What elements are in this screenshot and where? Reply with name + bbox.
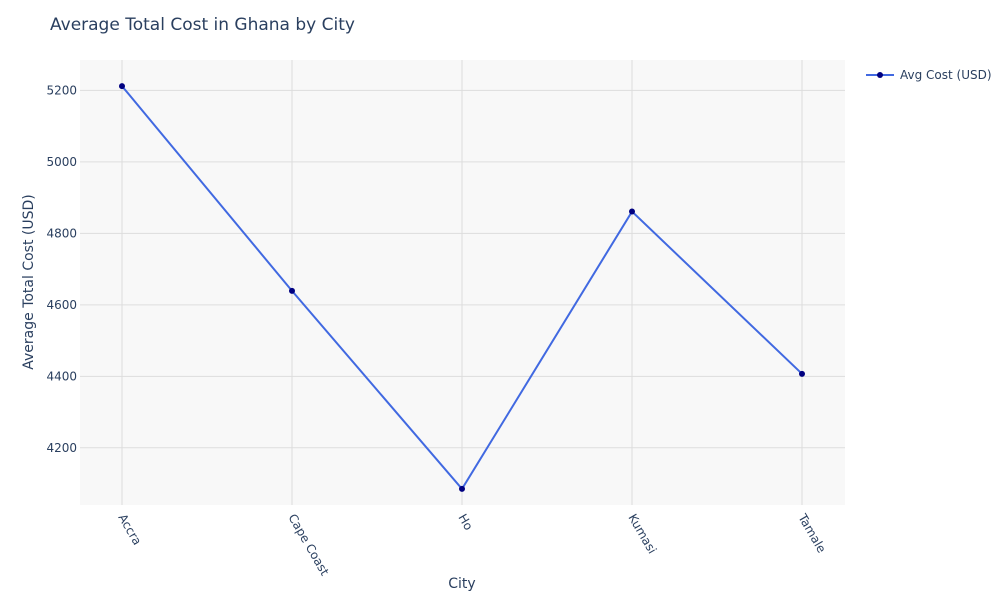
x-tick-label: Ho [455,512,475,533]
y-tick-label: 4200 [46,441,77,455]
x-axis-ticks: Accra Cape Coast Ho Kumasi Tamale [115,511,828,579]
x-tick-label: Tamale [795,511,829,556]
legend-marker-swatch [877,72,883,78]
data-point [119,83,125,90]
y-tick-label: 4600 [46,298,77,312]
chart-title: Average Total Cost in Ghana by City [50,15,355,35]
data-point [799,370,805,377]
x-tick-label: Cape Coast [285,512,332,579]
y-axis-ticks: 4200 4400 4600 4800 5000 5200 [46,83,77,454]
data-point [629,208,635,215]
y-tick-label: 4400 [46,369,77,383]
y-tick-label: 5000 [46,155,77,169]
y-tick-label: 5200 [46,83,77,97]
grid [80,60,845,505]
x-tick-label: Kumasi [625,512,659,557]
series-layer [119,83,805,492]
data-point [289,287,295,294]
x-tick-label: Accra [115,512,144,548]
x-axis-title: City [448,576,475,592]
data-point [459,485,465,492]
y-tick-label: 4800 [46,226,77,240]
y-axis-title: Average Total Cost (USD) [21,194,37,370]
legend-label: Avg Cost (USD) [900,68,992,82]
legend[interactable]: Avg Cost (USD) [866,68,992,82]
